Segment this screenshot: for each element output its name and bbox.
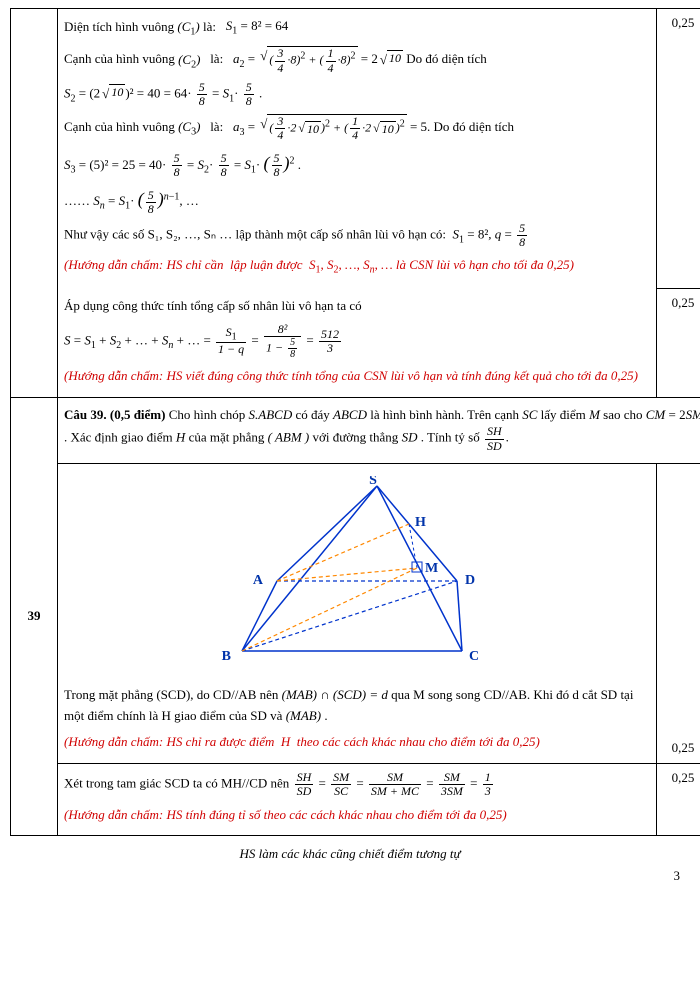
q-number: 39 xyxy=(11,397,58,836)
q39-stmt-d: lấy điểm xyxy=(541,407,589,422)
svg-text:C: C xyxy=(469,649,479,664)
footer-note: HS làm các khác cũng chiết điểm tương tự xyxy=(10,846,690,862)
q39-stmt-h: với đường thẳng xyxy=(313,430,402,445)
q39-stmt-i: . Tính tỷ số xyxy=(421,430,483,445)
q39-stmt-e: sao cho xyxy=(603,407,646,422)
score-cell-4: 0,25 xyxy=(657,764,700,836)
csn-text: Như vậy các số S₁, S₂, …, Sₙ … lập thành… xyxy=(64,227,446,242)
q39-sd: SD xyxy=(402,430,418,445)
svg-text:B: B xyxy=(222,649,231,664)
sol2b: SHSD = SMSC = SMSM + MC = SM3SM = 13 xyxy=(293,771,495,798)
svg-text:S: S xyxy=(369,476,377,488)
grading-note-4: (Hướng dẫn chấm: HS tính đúng tỉ số theo… xyxy=(64,805,650,826)
expr-s1: S1 = 8² = 64 xyxy=(226,16,289,40)
q39-title: Câu 39. (0,5 điểm) xyxy=(64,407,169,422)
q39-sc: SC xyxy=(522,407,537,422)
sum-expr: S = S1 + S2 + … + Sn + … = S11 − q = 8²1… xyxy=(64,323,343,360)
q39-stmt-c: là hình bình hành. Trên cạnh xyxy=(370,407,522,422)
c1-label: (C1) xyxy=(177,19,199,34)
grading-note-2: (Hướng dẫn chấm: HS viết đúng công thức … xyxy=(64,366,650,387)
c2-label: (C2) xyxy=(178,52,200,67)
dodo1: Do đó diện tích xyxy=(406,52,487,67)
answer-table: Diện tích hình vuông (C1) là: S1 = 8² = … xyxy=(10,8,700,836)
q39-stmt-g: của mặt phẳng xyxy=(189,430,268,445)
canh-c2: Cạnh của hình vuông xyxy=(64,52,178,67)
svg-text:D: D xyxy=(465,573,475,588)
expr-a3: a3 = √(34·2√10)2 + (14·2√10)2 = 5 xyxy=(233,114,427,142)
sol2a: Xét trong tam giác SCD ta có MH//CD nên xyxy=(64,776,293,791)
apdung-text: Áp dụng công thức tính tổng cấp số nhân … xyxy=(64,296,650,317)
expr-sn: …… Sn = S1· (58)n−1, … xyxy=(64,185,199,216)
static-la: là: xyxy=(203,19,223,34)
dodo3: Do đó diện tích xyxy=(434,119,515,134)
q39-stmt-a: Cho hình chóp xyxy=(169,407,249,422)
score-cell-2: 0,25 xyxy=(657,289,700,397)
canh-c3: Cạnh của hình vuông xyxy=(64,119,178,134)
page-number: 3 xyxy=(10,868,690,884)
q39-sabcd: S.ABCD xyxy=(249,407,293,422)
q39-abcd: ABCD xyxy=(333,407,367,422)
grading-note-3: (Hướng dẫn chấm: HS chỉ ra được điểm H t… xyxy=(64,732,650,753)
q39-m: M xyxy=(589,407,600,422)
expr-s3: S3 = (5)² = 25 = 40· 58 = S2· 58 = S1· (… xyxy=(64,149,301,180)
grading-note-1: (Hướng dẫn chấm: HS chỉ cần lập luận đượ… xyxy=(64,255,650,279)
q39-h: H xyxy=(176,430,185,445)
svg-text:A: A xyxy=(253,573,264,588)
csn-vals: S1 = 8², q = 58 xyxy=(449,222,529,249)
score-cell-1: 0,25 xyxy=(657,9,700,289)
score-cell-3: 0,25 xyxy=(657,463,700,763)
svg-text:H: H xyxy=(415,515,426,530)
q39-cm2sm: CM = 2SM xyxy=(646,407,700,422)
expr-s2: S2 = (2√10)² = 40 = 64· 58 = S1· 58 . xyxy=(64,81,262,108)
q39-stmt-f: . Xác định giao điểm xyxy=(64,430,176,445)
q39-stmt-b: có đáy xyxy=(295,407,333,422)
sol1e: . xyxy=(324,708,327,723)
sol1b: (MAB) ∩ (SCD) = d xyxy=(282,687,388,702)
q39-ratio: SHSD xyxy=(483,425,506,452)
text-dien: Diện tích hình vuông xyxy=(64,19,177,34)
expr-a2: a2 = √(34·8)2 + (14·8)2 = 2√10 xyxy=(233,46,403,74)
sol1a: Trong mặt phẳng (SCD), do CD//AB nên xyxy=(64,687,282,702)
c3-label: (C3) xyxy=(178,119,200,134)
sol1d: (MAB) xyxy=(286,708,321,723)
q39-abm: ( ABM ) xyxy=(268,430,310,445)
pyramid-diagram: S H M A D B C xyxy=(64,468,650,682)
svg-text:M: M xyxy=(425,561,438,576)
